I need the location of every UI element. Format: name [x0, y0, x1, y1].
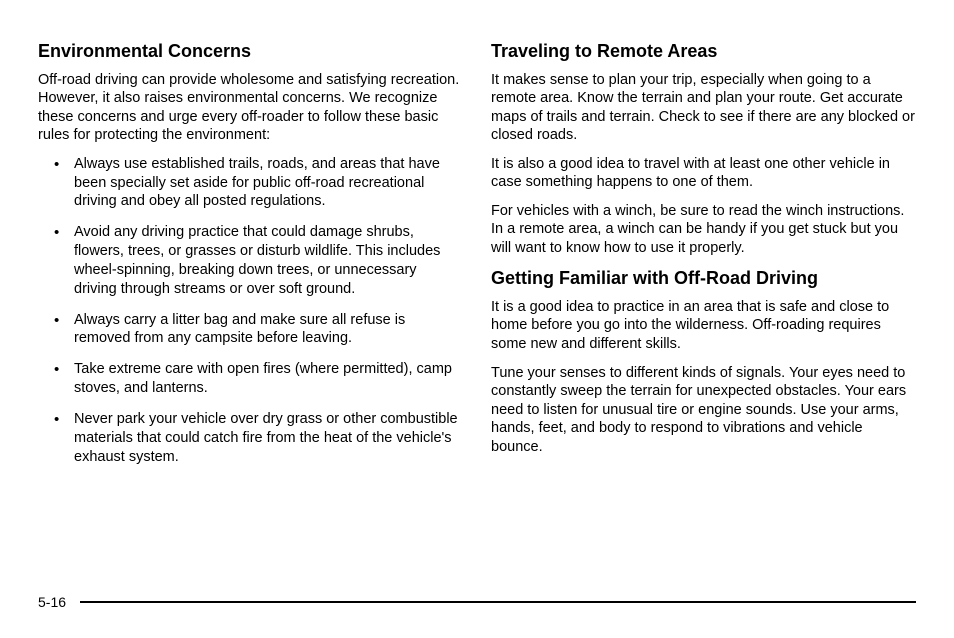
left-column: Environmental Concerns Off-road driving …	[38, 40, 463, 618]
environmental-bullet-list: Always use established trails, roads, an…	[38, 155, 463, 467]
list-item: Avoid any driving practice that could da…	[38, 223, 463, 298]
right-column: Traveling to Remote Areas It makes sense…	[491, 40, 916, 618]
body-paragraph: It makes sense to plan your trip, especi…	[491, 71, 916, 145]
list-item: Never park your vehicle over dry grass o…	[38, 410, 463, 467]
page-number: 5-16	[38, 594, 66, 610]
body-paragraph: It is also a good idea to travel with at…	[491, 155, 916, 192]
two-column-layout: Environmental Concerns Off-road driving …	[38, 40, 916, 618]
manual-page: Environmental Concerns Off-road driving …	[0, 0, 954, 638]
page-footer: 5-16	[38, 594, 916, 610]
footer-rule	[80, 601, 916, 603]
list-item: Always carry a litter bag and make sure …	[38, 311, 463, 349]
heading-getting-familiar: Getting Familiar with Off-Road Driving	[491, 267, 916, 290]
heading-traveling-remote: Traveling to Remote Areas	[491, 40, 916, 63]
list-item: Always use established trails, roads, an…	[38, 155, 463, 212]
body-paragraph: Tune your senses to different kinds of s…	[491, 364, 916, 457]
body-paragraph: It is a good idea to practice in an area…	[491, 298, 916, 354]
list-item: Take extreme care with open fires (where…	[38, 360, 463, 398]
intro-paragraph: Off-road driving can provide wholesome a…	[38, 71, 463, 145]
body-paragraph: For vehicles with a winch, be sure to re…	[491, 202, 916, 258]
heading-environmental-concerns: Environmental Concerns	[38, 40, 463, 63]
